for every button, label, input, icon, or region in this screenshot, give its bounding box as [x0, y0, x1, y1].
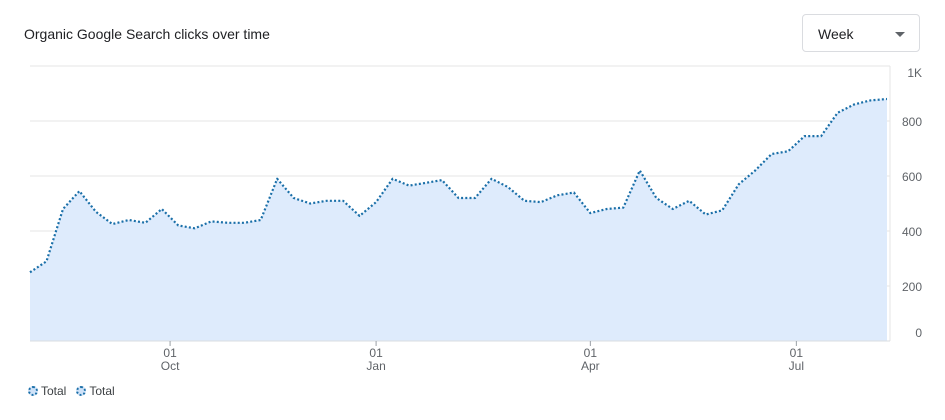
- period-select-value: Week: [818, 26, 854, 42]
- x-tick-day-label: 01: [790, 346, 804, 360]
- chart-title: Organic Google Search clicks over time: [24, 26, 270, 42]
- x-tick-day-label: 01: [369, 346, 383, 360]
- legend-swatch-icon: [28, 386, 38, 396]
- y-tick-label: 600: [902, 170, 922, 184]
- y-tick-label: 1K: [907, 66, 922, 80]
- period-select[interactable]: Week: [802, 14, 920, 52]
- legend-item-total-2[interactable]: Total: [76, 384, 115, 398]
- legend-label: Total: [89, 384, 115, 398]
- y-tick-label: 400: [902, 225, 922, 239]
- x-tick-month-label: Jan: [366, 359, 385, 373]
- chevron-down-icon: [895, 32, 905, 37]
- legend-label: Total: [41, 384, 67, 398]
- x-tick-day-label: 01: [163, 346, 177, 360]
- y-tick-label: 800: [902, 115, 922, 129]
- legend-item-total-1[interactable]: Total: [28, 384, 66, 398]
- series-area-total: [30, 99, 887, 341]
- legend-swatch-icon: [76, 386, 87, 396]
- x-tick-day-label: 01: [584, 346, 598, 360]
- legend: Total Total: [28, 384, 115, 398]
- y-tick-label: 0: [915, 326, 922, 340]
- series-line-total[interactable]: [29, 97, 888, 274]
- x-tick-month-label: Apr: [581, 359, 600, 373]
- y-axis-ticks: 0 200 400 600 800 1K: [902, 66, 922, 340]
- x-tick-month-label: Jul: [789, 359, 804, 373]
- y-tick-label: 200: [902, 280, 922, 294]
- x-tick-month-label: Oct: [161, 359, 180, 373]
